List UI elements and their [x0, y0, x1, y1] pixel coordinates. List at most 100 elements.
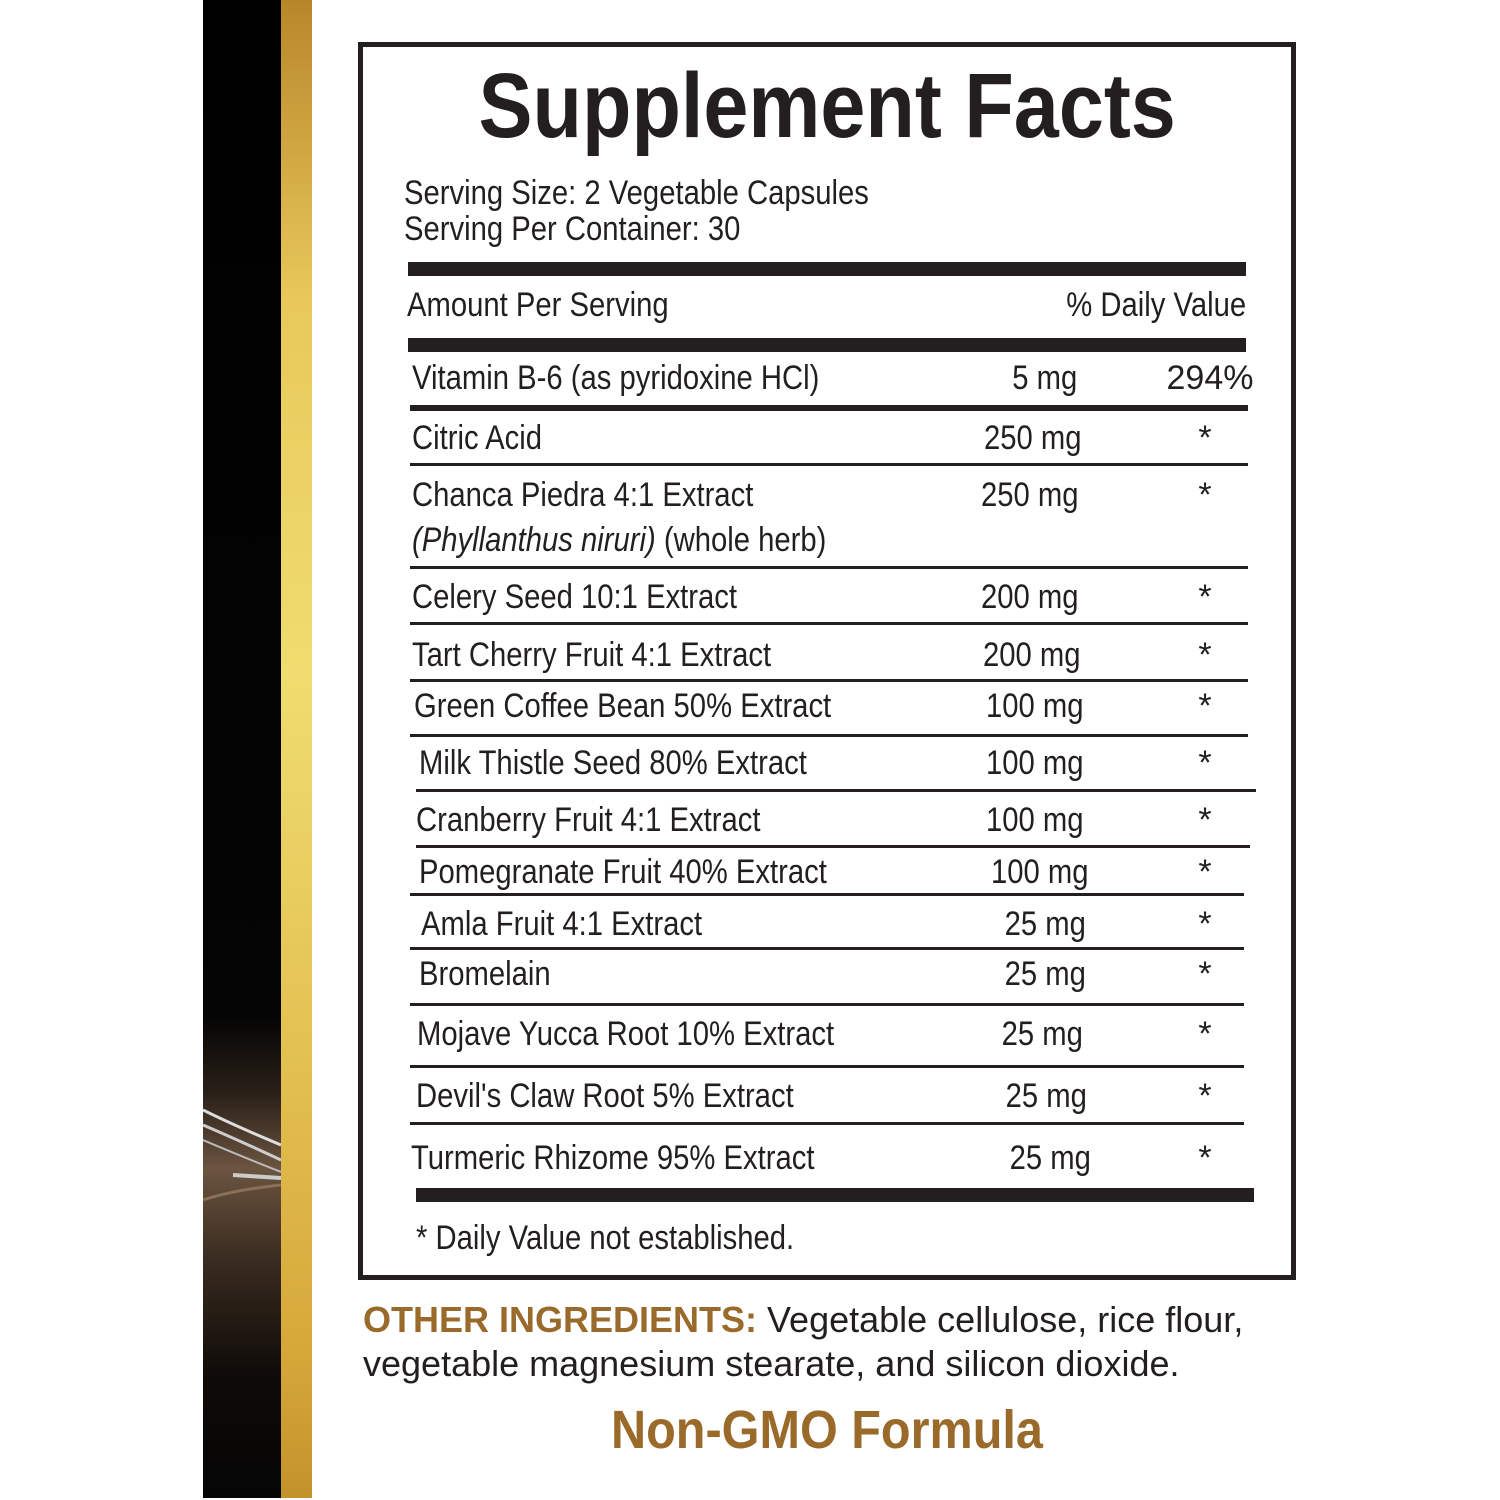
- amount-header-text: Amount Per Serving: [407, 286, 669, 324]
- serving-size-text: Serving Size: 2 Vegetable Capsules: [404, 174, 869, 212]
- thick-divider: [408, 262, 1246, 276]
- ingredient-amount-text: 100 mg: [991, 853, 1089, 891]
- other-ingredients-text: Vegetable cellulose, rice flour, vegetab…: [363, 1299, 1244, 1384]
- ingredient-daily-value: *: [1198, 419, 1212, 457]
- ingredient-daily-value: *: [1198, 1139, 1212, 1177]
- amount-per-serving-header: Amount Per Serving: [407, 285, 711, 325]
- footnote: * Daily Value not established.: [416, 1218, 856, 1258]
- servings-per-container: Serving Per Container: 30: [404, 209, 795, 249]
- row-divider: [410, 947, 1244, 950]
- ingredient-daily-value: *: [1198, 905, 1212, 943]
- row-divider: [410, 463, 1248, 466]
- ingredient-name-text: Celery Seed 10:1 Extract: [412, 578, 738, 616]
- ingredient-name-text: Tart Cherry Fruit 4:1 Extract: [412, 636, 772, 674]
- thick-divider: [416, 1188, 1254, 1202]
- panel-title: Supplement Facts: [358, 56, 1296, 156]
- row-divider: [410, 734, 1248, 737]
- ingredient-amount: 100 mg: [935, 686, 1135, 726]
- ingredient-amount-text: 25 mg: [1004, 905, 1086, 943]
- decorative-dark-strip: [203, 0, 281, 1498]
- row-divider: [410, 893, 1244, 896]
- ingredient-name: Amla Fruit 4:1 Extract: [421, 904, 748, 944]
- non-gmo-badge: Non-GMO Formula: [358, 1400, 1296, 1460]
- ingredient-amount: 25 mg: [950, 1138, 1150, 1178]
- ingredient-amount: 25 mg: [946, 1076, 1146, 1116]
- ingredient-name-text: Green Coffee Bean 50% Extract: [414, 687, 832, 725]
- non-gmo-text: Non-GMO Formula: [611, 1400, 1043, 1460]
- ingredient-amount: 100 mg: [935, 800, 1135, 840]
- ingredient-amount-text: 5 mg: [1012, 359, 1078, 397]
- ingredient-name-text: Turmeric Rhizome 95% Extract: [411, 1139, 815, 1177]
- row-divider: [416, 845, 1250, 848]
- ingredient-daily-value: *: [1198, 687, 1212, 725]
- ingredient-daily-value: *: [1198, 636, 1212, 674]
- ingredient-name: Chanca Piedra 4:1 Extract: [412, 475, 809, 515]
- ingredient-amount-text: 200 mg: [983, 636, 1081, 674]
- ingredient-name: Bromelain: [419, 954, 572, 994]
- row-divider: [410, 1003, 1244, 1006]
- ingredient-name-text: Citric Acid: [412, 419, 542, 457]
- ingredient-name: Mojave Yucca Root 10% Extract: [417, 1014, 902, 1054]
- ingredient-amount-text: 200 mg: [981, 578, 1079, 616]
- supplement-facts-panel: [358, 42, 1296, 1280]
- row-divider: [410, 405, 1248, 411]
- daily-value-header-text: % Daily Value: [1066, 286, 1246, 324]
- ingredient-daily-value: *: [1198, 744, 1212, 782]
- ingredient-name: Celery Seed 10:1 Extract: [412, 577, 790, 617]
- ingredient-amount-text: 25 mg: [1004, 955, 1086, 993]
- ingredient-amount-text: 250 mg: [981, 476, 1079, 514]
- daily-value-header: % Daily Value: [1000, 285, 1246, 325]
- ingredient-name: Cranberry Fruit 4:1 Extract: [416, 800, 817, 840]
- ingredient-daily-value: *: [1198, 801, 1212, 839]
- ingredient-name-text: Amla Fruit 4:1 Extract: [421, 905, 703, 943]
- ingredient-name-text: Mojave Yucca Root 10% Extract: [417, 1015, 835, 1053]
- ingredient-amount: 5 mg: [945, 358, 1145, 398]
- ingredient-amount-text: 25 mg: [1005, 1077, 1087, 1115]
- row-divider: [416, 789, 1256, 792]
- decorative-gold-strip: [281, 0, 312, 1498]
- row-divider: [410, 622, 1248, 625]
- ingredient-name-text: Bromelain: [419, 955, 551, 993]
- ingredient-name: Milk Thistle Seed 80% Extract: [419, 743, 870, 783]
- panel-title-text: Supplement Facts: [478, 55, 1176, 157]
- row-divider: [410, 679, 1248, 682]
- other-ingredients: OTHER INGREDIENTS: Vegetable cellulose, …: [363, 1298, 1323, 1386]
- ingredient-amount: 250 mg: [933, 418, 1133, 458]
- ingredient-amount: 25 mg: [945, 954, 1145, 994]
- ingredient-name-text: Cranberry Fruit 4:1 Extract: [416, 801, 761, 839]
- ingredient-name: Vitamin B-6 (as pyridoxine HCl): [412, 358, 886, 398]
- ingredient-amount-text: 250 mg: [984, 419, 1082, 457]
- ingredient-name-text: Devil's Claw Root 5% Extract: [416, 1077, 794, 1115]
- ingredient-subname: (Phyllanthus niruri) (whole herb): [412, 520, 894, 560]
- ingredient-amount-text: 25 mg: [1001, 1015, 1083, 1053]
- ingredient-amount-text: 25 mg: [1009, 1139, 1091, 1177]
- ingredient-daily-value: *: [1198, 1015, 1212, 1053]
- ingredient-amount: 25 mg: [945, 904, 1145, 944]
- ingredient-name: Turmeric Rhizome 95% Extract: [411, 1138, 880, 1178]
- ingredient-daily-value: *: [1198, 476, 1212, 514]
- other-ingredients-label: OTHER INGREDIENTS:: [363, 1299, 758, 1340]
- ingredient-daily-value: *: [1198, 955, 1212, 993]
- decorative-wave-image: [203, 1108, 281, 1202]
- servings-per-container-text: Serving Per Container: 30: [404, 210, 741, 248]
- ingredient-amount-text: 100 mg: [986, 744, 1084, 782]
- ingredient-amount: 25 mg: [942, 1014, 1142, 1054]
- ingredient-amount: 250 mg: [930, 475, 1130, 515]
- ingredient-amount-text: 100 mg: [986, 687, 1084, 725]
- ingredient-name-text: Chanca Piedra 4:1 Extract: [412, 476, 754, 514]
- ingredient-daily-value: *: [1198, 853, 1212, 891]
- ingredient-name-text: Vitamin B-6 (as pyridoxine HCl): [412, 359, 820, 397]
- row-divider: [410, 1065, 1244, 1068]
- ingredient-name: Devil's Claw Root 5% Extract: [416, 1076, 855, 1116]
- ingredient-name-text: Pomegranate Fruit 40% Extract: [419, 853, 827, 891]
- ingredient-daily-value: 294%: [1166, 359, 1254, 397]
- ingredient-amount: 100 mg: [935, 743, 1135, 783]
- ingredient-amount: 200 mg: [932, 635, 1132, 675]
- ingredient-name: Pomegranate Fruit 40% Extract: [419, 852, 893, 892]
- botanical-name: (Phyllanthus niruri): [412, 521, 656, 559]
- ingredient-daily-value: *: [1198, 1077, 1212, 1115]
- footnote-text: * Daily Value not established.: [416, 1219, 795, 1257]
- plant-part: (whole herb): [655, 521, 827, 559]
- row-divider: [410, 1122, 1244, 1125]
- ingredient-name: Citric Acid: [412, 418, 563, 458]
